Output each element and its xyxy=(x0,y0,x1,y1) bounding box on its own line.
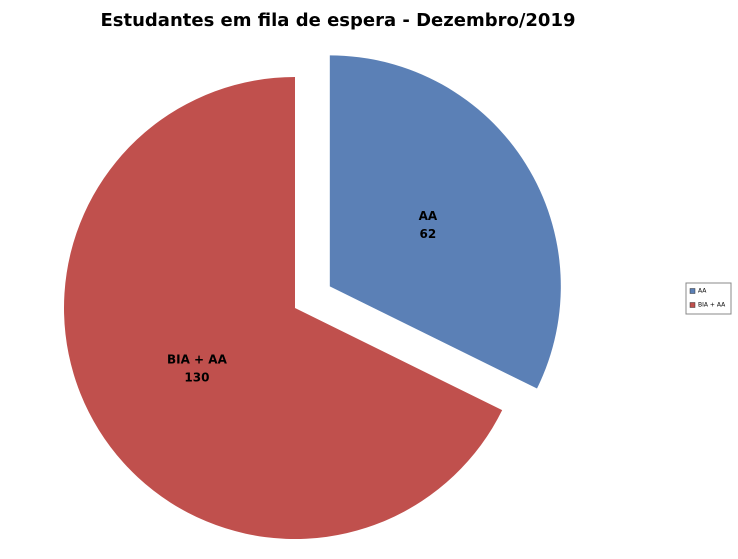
legend-swatch xyxy=(689,302,696,308)
legend: AA BIA + AA xyxy=(685,282,732,315)
legend-label: AA xyxy=(698,288,707,295)
data-label-value: 130 xyxy=(184,370,209,384)
data-label-value: 62 xyxy=(420,227,437,241)
pie-slice xyxy=(329,55,561,389)
data-label-name: BIA + AA xyxy=(167,352,228,366)
data-label-name: AA xyxy=(419,209,438,223)
chart-title: Estudantes em fila de espera - Dezembro/… xyxy=(100,10,575,31)
legend-label: BIA + AA xyxy=(698,302,726,309)
legend-swatch xyxy=(689,288,696,294)
pie-slice xyxy=(64,77,503,539)
legend-box xyxy=(685,282,732,315)
